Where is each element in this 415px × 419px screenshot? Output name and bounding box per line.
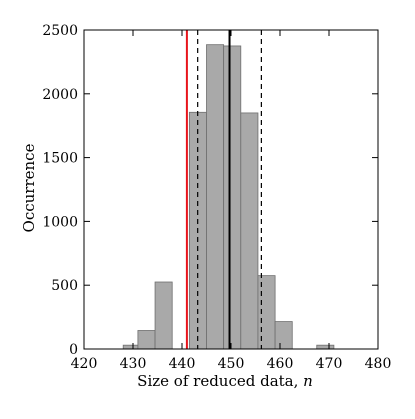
histogram-bar-4 <box>206 44 225 350</box>
histogram-bar-0 <box>122 344 139 350</box>
bars-layer <box>122 44 335 350</box>
x-tick-label-4: 460 <box>267 356 294 372</box>
x-axis-label-text: Size of reduced data, <box>137 372 303 390</box>
y-axis-label: Occurrence <box>20 143 38 232</box>
y-tick-label-5: 2500 <box>42 23 78 39</box>
y-tick-label-3: 1500 <box>42 151 78 167</box>
ticks-layer <box>83 29 379 350</box>
y-tick-label-4: 2000 <box>42 87 78 103</box>
reference-lines-layer <box>185 30 262 349</box>
x-axis-label-variable: n <box>303 372 313 390</box>
x-tick-label-0: 420 <box>71 356 98 372</box>
histogram-bar-1 <box>137 330 156 350</box>
x-tick-label-6: 480 <box>365 356 392 372</box>
histogram-bar-9 <box>316 344 335 350</box>
x-axis-label: Size of reduced data, n <box>137 372 313 390</box>
x-tick-label-3: 450 <box>218 356 245 372</box>
x-tick-label-2: 440 <box>169 356 196 372</box>
histogram-bar-8 <box>274 321 293 350</box>
y-tick-label-2: 1000 <box>42 214 78 230</box>
histogram-bar-2 <box>154 281 173 350</box>
histogram-bar-6 <box>240 112 259 350</box>
histogram-bar-5 <box>223 45 242 350</box>
x-tick-label-1: 430 <box>120 356 147 372</box>
tick-labels-layer: 420 430 440 450 460 470 480 0 500 1000 1500 2000 250… <box>42 23 391 372</box>
x-tick-label-5: 470 <box>316 356 343 372</box>
histogram-bar-7 <box>257 275 276 350</box>
y-tick-label-1: 500 <box>51 278 78 294</box>
y-tick-label-0: 0 <box>69 342 78 358</box>
